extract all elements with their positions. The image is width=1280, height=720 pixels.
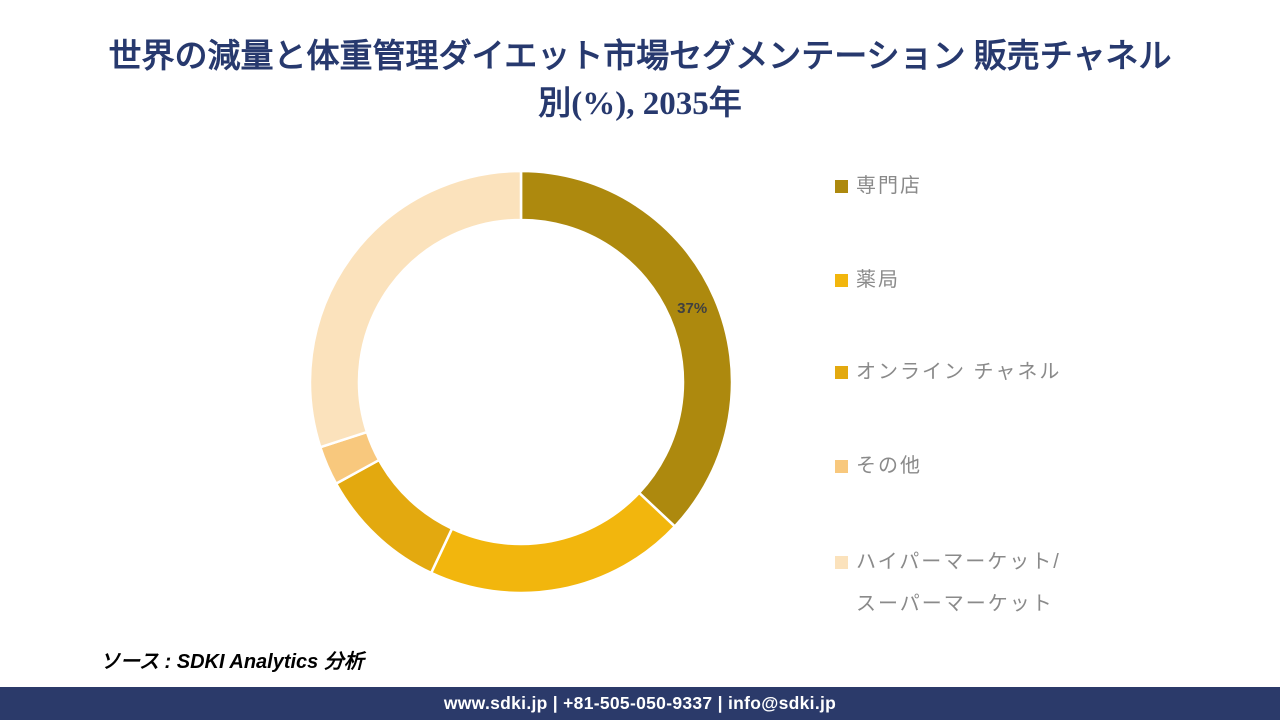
legend-swatch [835, 180, 848, 193]
legend-swatch [835, 274, 848, 287]
legend-label: ハイパーマーケット/スーパーマーケット [856, 551, 1061, 615]
legend-item-2[interactable]: 薬局 [835, 266, 900, 295]
legend-label: 薬局 [856, 269, 900, 291]
page-title-line-2: 別(%), 2035年 [538, 86, 742, 122]
legend-label: その他 [856, 455, 922, 477]
donut-segment-1[interactable] [519, 169, 734, 529]
donut-data-label: 37% [677, 300, 707, 317]
donut-segment-5[interactable] [308, 169, 523, 449]
legend-swatch [835, 556, 848, 569]
legend-swatch [835, 366, 848, 379]
page-title: 世界の減量と体重管理ダイエット市場セグメンテーション 販売チャネル 別(%), … [0, 34, 1280, 128]
legend-label: 専門店 [856, 175, 922, 197]
donut-segment-2[interactable] [429, 491, 677, 595]
legend-item-3[interactable]: オンライン チャネル [835, 358, 1061, 387]
legend-label: オンライン チャネル [856, 361, 1062, 383]
footer-bar: www.sdki.jp | +81-505-050-9337 | info@sd… [0, 687, 1280, 720]
footer-contact: www.sdki.jp | +81-505-050-9337 | info@sd… [443, 693, 837, 713]
legend-item-5[interactable]: ハイパーマーケット/スーパーマーケット [835, 548, 1061, 625]
legend-item-1[interactable]: 専門店 [835, 172, 922, 201]
legend-swatch [835, 460, 848, 473]
donut-segment-3[interactable] [334, 458, 454, 575]
legend-item-4[interactable]: その他 [835, 452, 922, 481]
source-note: ソース : SDKI Analytics 分析 [100, 651, 364, 673]
page-title-line-1: 世界の減量と体重管理ダイエット市場セグメンテーション 販売チャネル [108, 39, 1172, 75]
